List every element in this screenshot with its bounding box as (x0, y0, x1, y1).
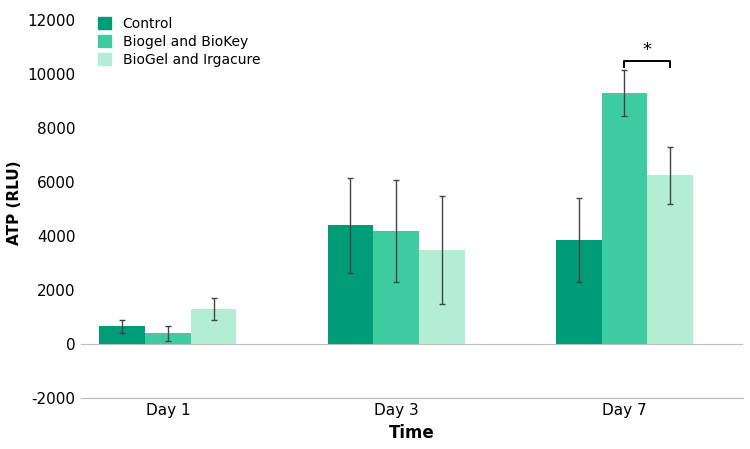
Legend: Control, Biogel and BioKey, BioGel and Irgacure: Control, Biogel and BioKey, BioGel and I… (94, 14, 262, 70)
Bar (145, 333, 190, 344)
Bar (328, 225, 374, 344)
Bar (647, 176, 693, 344)
Bar (100, 326, 145, 344)
Bar (556, 240, 602, 344)
Bar (602, 93, 647, 344)
Bar (190, 309, 236, 344)
Text: *: * (643, 41, 652, 59)
Bar (374, 231, 419, 344)
X-axis label: Time: Time (389, 424, 435, 442)
Y-axis label: ATP (RLU): ATP (RLU) (7, 160, 22, 245)
Bar (419, 250, 464, 344)
